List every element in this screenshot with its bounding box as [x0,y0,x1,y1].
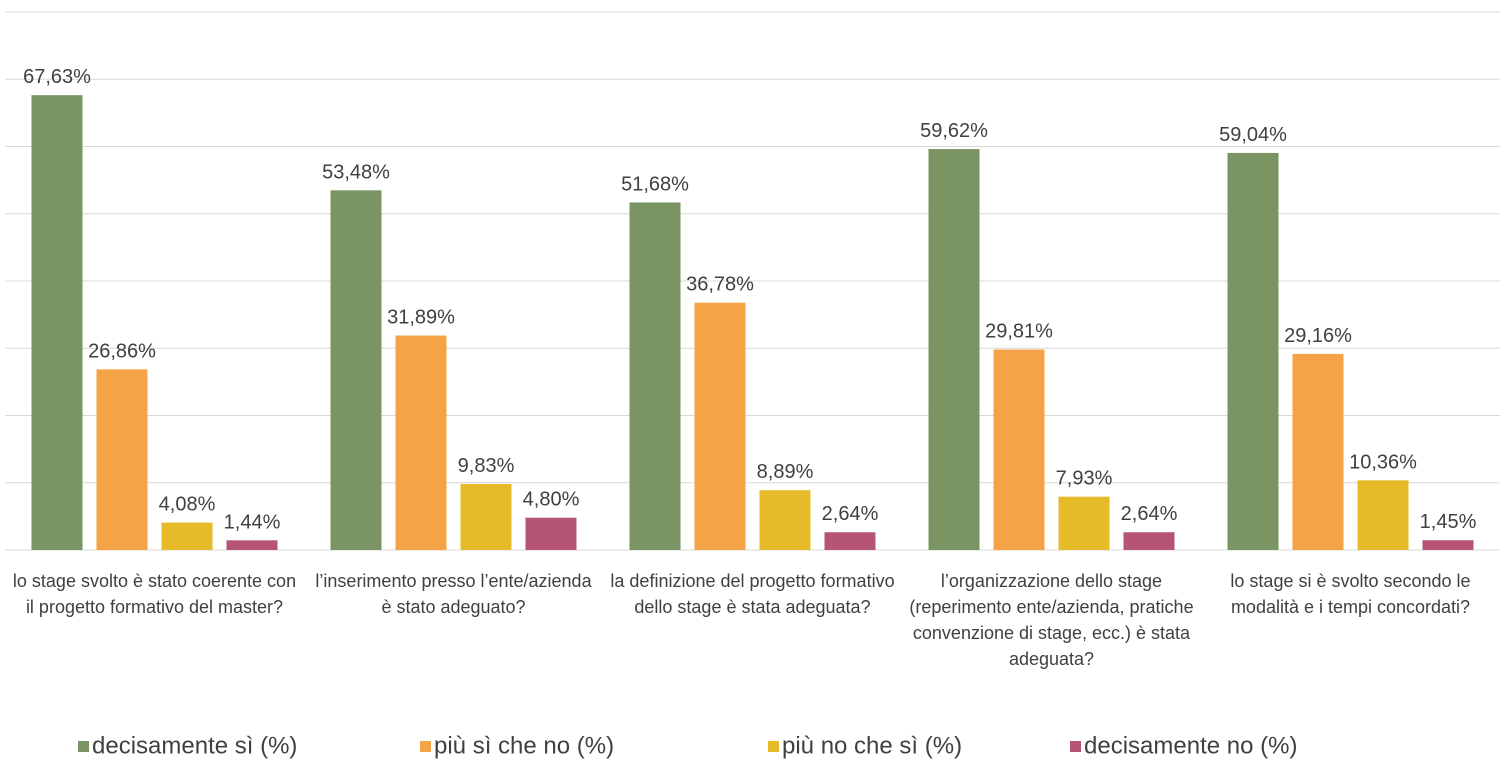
bar [824,532,876,550]
x-tick-label: lo stage si è svolto secondo le modalità… [1230,571,1471,617]
data-label: 59,04% [1219,124,1287,146]
legend-swatch [1070,741,1081,752]
data-label: 7,93% [1056,468,1113,490]
data-label: 59,62% [920,120,988,142]
data-label: 1,45% [1420,511,1477,533]
bar [1357,480,1409,550]
data-label: 2,64% [1121,503,1178,525]
bar [330,190,382,551]
bar [1422,540,1474,550]
bar [928,149,980,551]
legend-swatch [768,741,779,752]
data-label: 67,63% [23,66,91,88]
data-label: 53,48% [322,161,390,183]
bar [1058,496,1110,550]
bar [1123,532,1175,550]
data-label: 9,83% [458,455,515,477]
bar [31,95,83,551]
bar [395,335,447,550]
bar [629,202,681,550]
bar [759,490,811,550]
bar [694,302,746,550]
bar [1227,152,1279,550]
x-tick-label: l’organizzazione dello stage (reperiment… [909,571,1194,669]
x-tick-label: la definizione del progetto formativo de… [610,571,895,617]
data-label: 51,68% [621,173,689,195]
bar [525,517,577,550]
data-label: 2,64% [822,503,879,525]
legend-label: più sì che no (%) [434,732,614,759]
data-label: 31,89% [387,307,455,329]
data-label: 1,44% [224,511,281,533]
x-tick-label: lo stage svolto è stato coerente con il … [12,571,297,617]
bar [161,522,213,550]
data-label: 26,86% [88,340,156,362]
data-label: 29,16% [1284,325,1352,347]
data-label: 10,36% [1349,451,1417,473]
legend-swatch [78,741,89,752]
x-tick-label: l’inserimento presso l’ente/azienda è st… [315,571,592,617]
data-label: 29,81% [985,321,1053,343]
data-label: 36,78% [686,274,754,296]
legend-label: decisamente no (%) [1084,732,1297,759]
legend-swatch [420,741,431,752]
bar [993,349,1045,550]
data-label: 4,80% [523,489,580,511]
bar [226,540,278,550]
data-label: 8,89% [757,461,814,483]
bar [1292,353,1344,550]
data-label: 4,08% [159,494,216,516]
bar [96,369,148,550]
legend-label: più no che sì (%) [782,732,962,759]
legend-label: decisamente sì (%) [92,732,297,759]
bar [460,483,512,550]
